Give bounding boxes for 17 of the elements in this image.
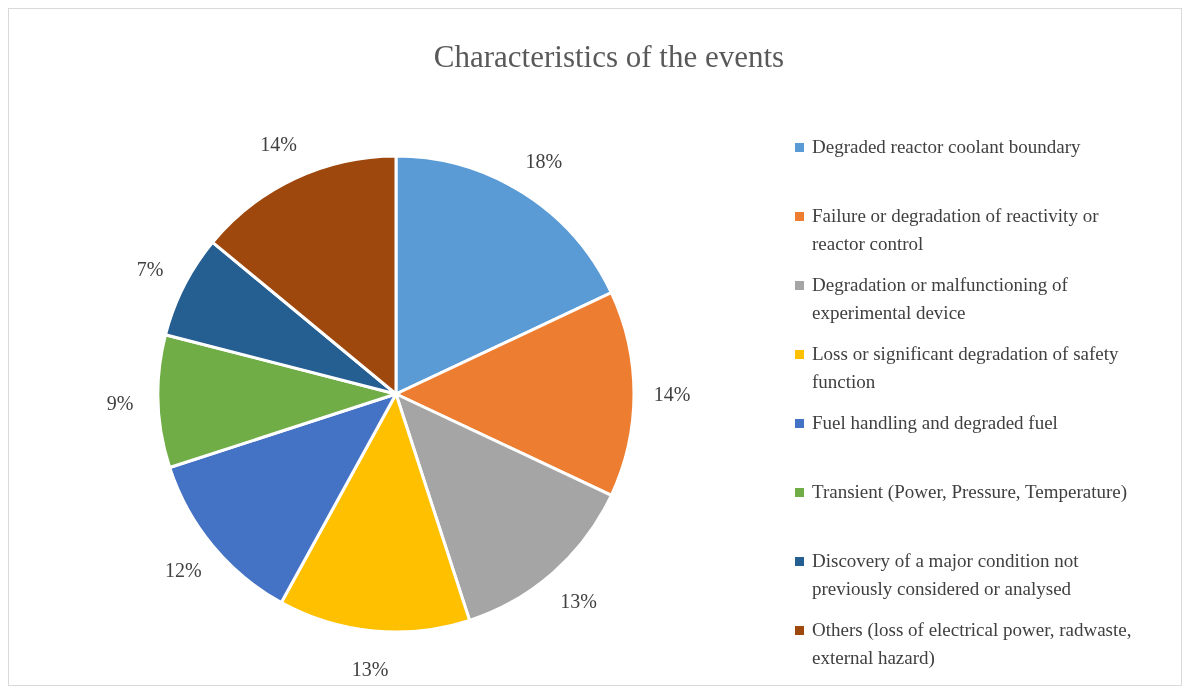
data-label: 13% [560, 590, 597, 613]
legend-label: Transient (Power, Pressure, Temperature) [812, 480, 1128, 504]
legend-label: Degraded reactor coolant boundary [812, 135, 1081, 159]
legend-label: Degradation or malfunctioning of experimental device [812, 273, 1069, 325]
data-label: 12% [165, 558, 202, 581]
legend-label: Loss or significant degradation of safety function [812, 342, 1120, 394]
legend-label: Fuel handling and degraded fuel [812, 411, 1058, 435]
data-label: 13% [351, 657, 389, 680]
legend-label: Discovery of a major condition not previously considered or analysed [812, 549, 1080, 601]
chart-title: Characteristics of the events [432, 39, 786, 75]
data-label: 14% [260, 133, 297, 156]
data-label: 18% [525, 149, 563, 172]
data-label: 9% [106, 391, 134, 414]
data-label: 14% [653, 383, 691, 405]
legend-label: Failure or degradation of reactivity or reactor control [812, 204, 1100, 256]
data-label: 7% [136, 257, 164, 280]
legend-label: Others (loss of electrical power, radwaste, external hazard) [812, 618, 1133, 670]
